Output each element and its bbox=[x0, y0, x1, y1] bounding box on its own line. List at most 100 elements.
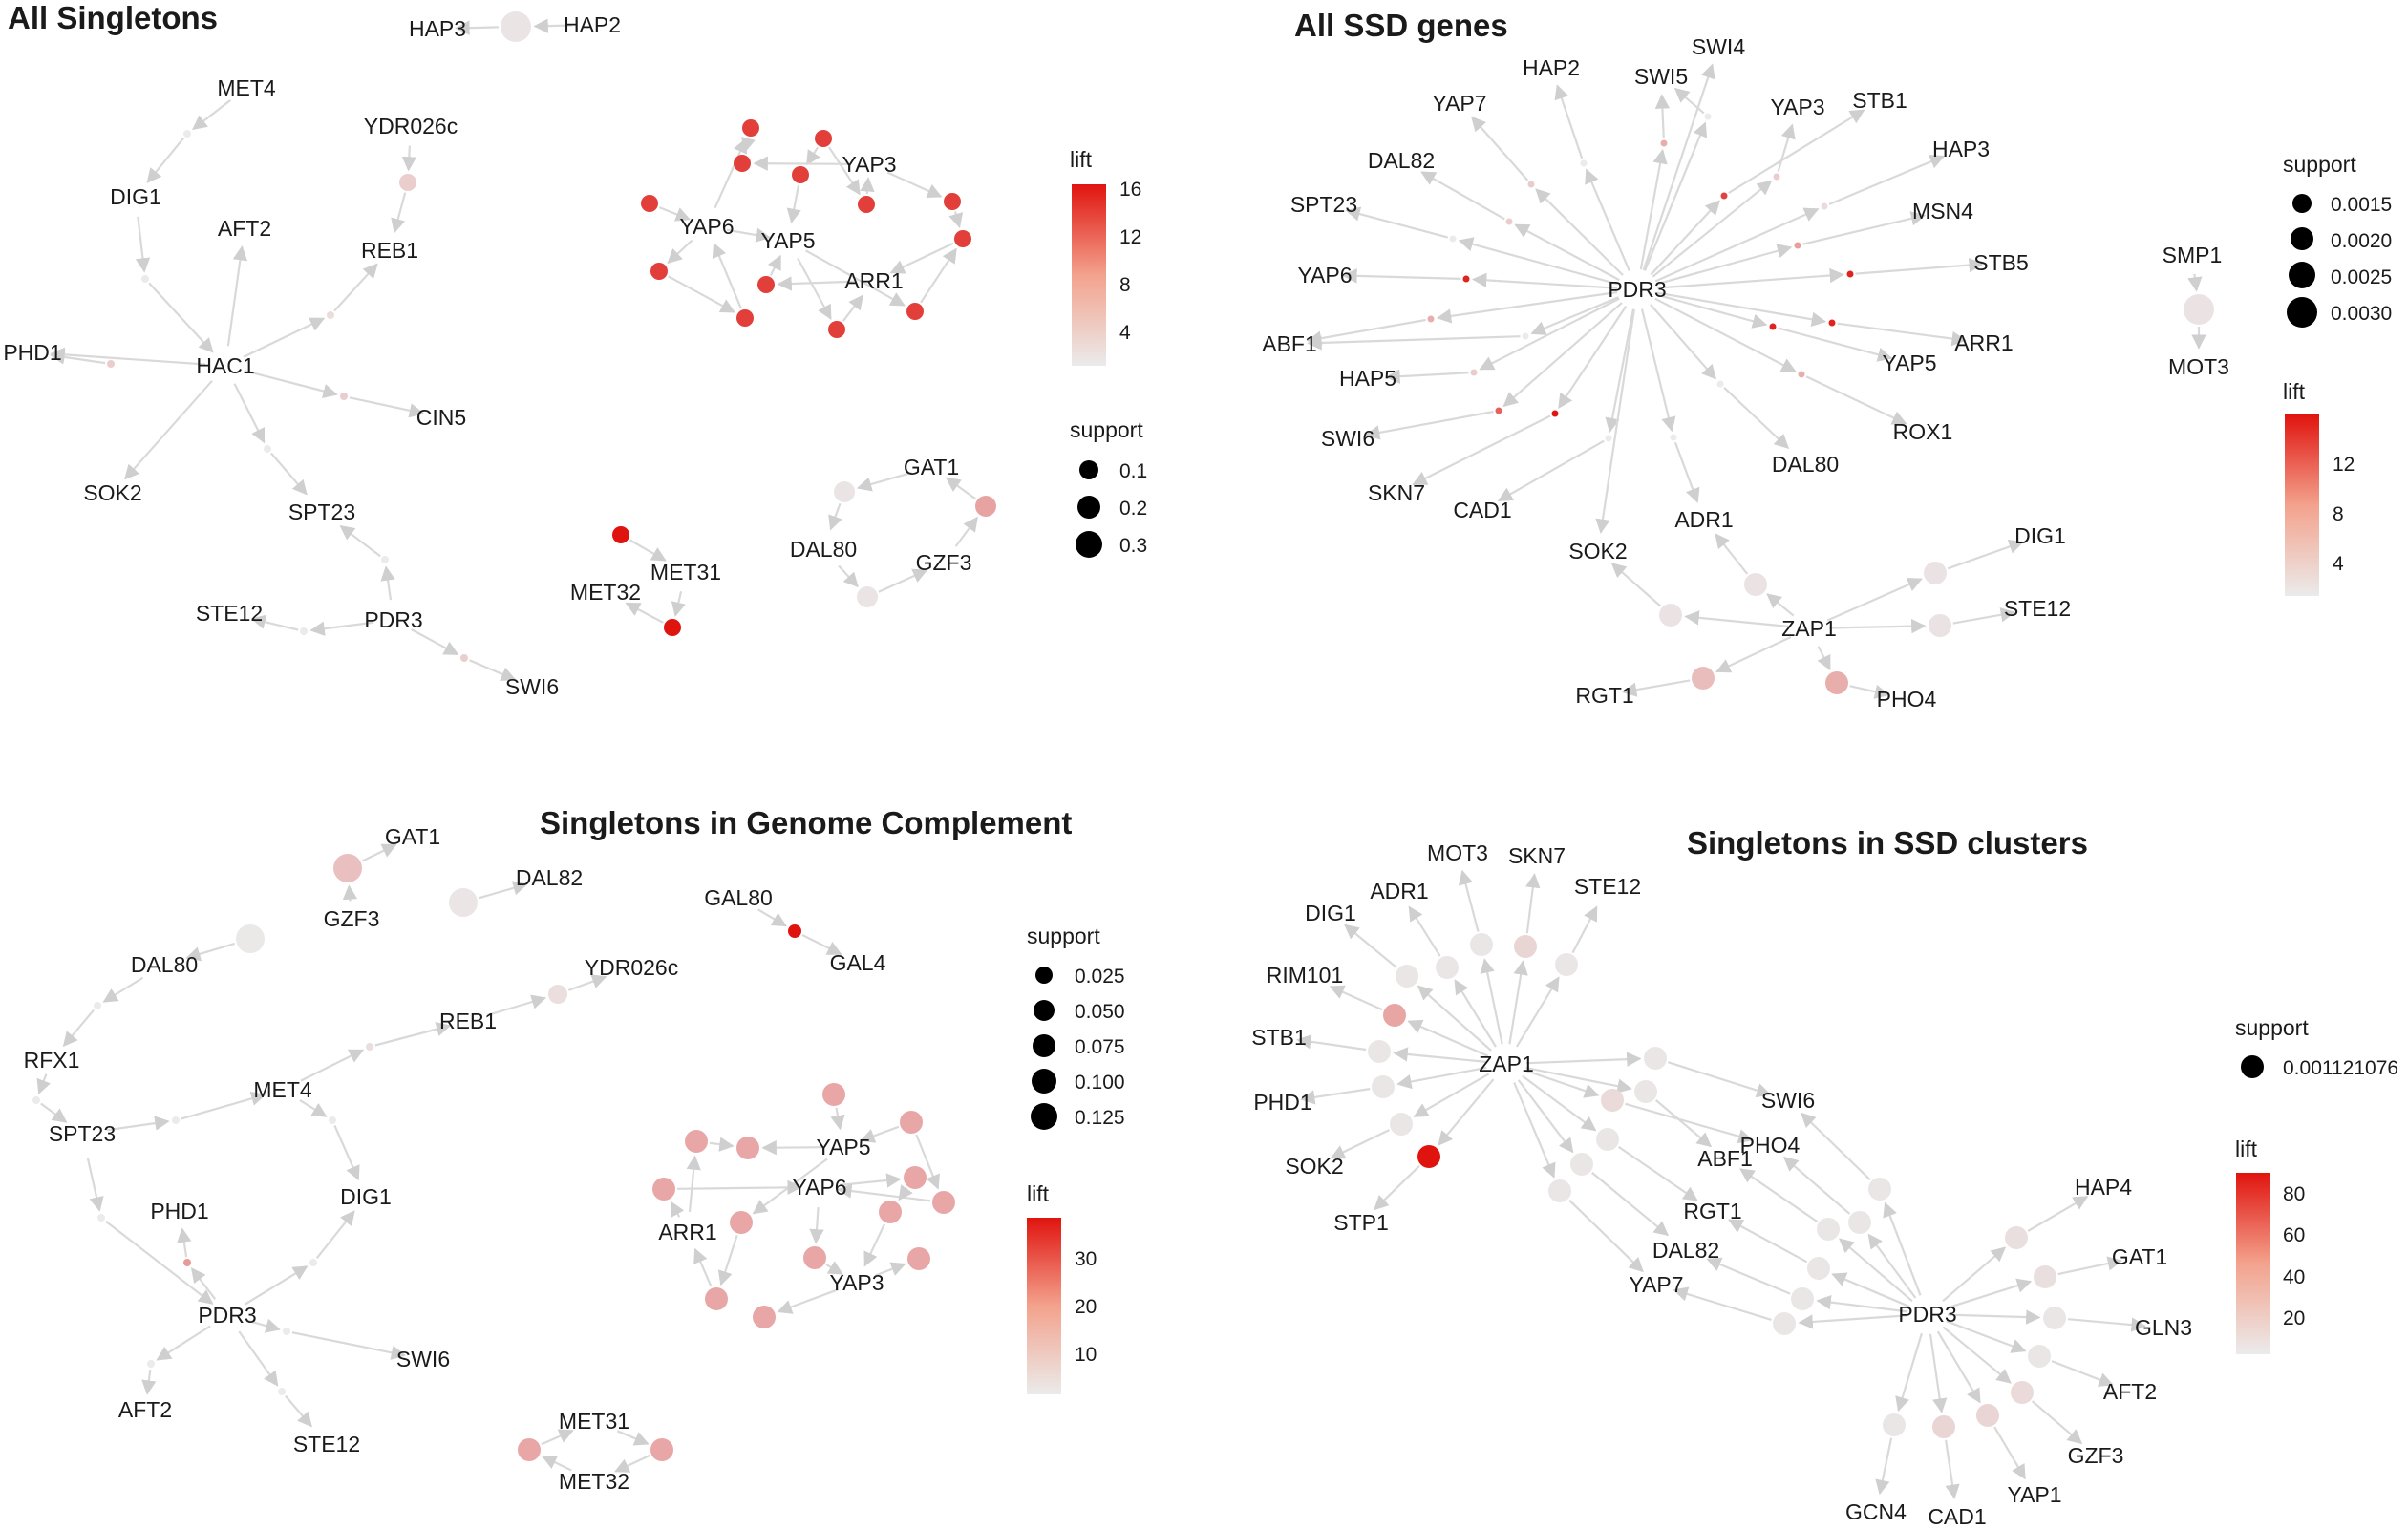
rule-node bbox=[734, 155, 751, 172]
rule-node bbox=[1596, 1128, 1619, 1151]
network-edge bbox=[1715, 533, 1749, 575]
gene-label-hap2: HAP2 bbox=[564, 12, 621, 37]
network-edge bbox=[676, 1179, 802, 1196]
gene-label-ste12: STE12 bbox=[293, 1432, 360, 1456]
network-edge bbox=[36, 1073, 51, 1094]
gene-label-yap6: YAP6 bbox=[1297, 263, 1352, 287]
network-edge bbox=[1778, 327, 1893, 362]
network-edge bbox=[2027, 1196, 2089, 1232]
gene-label-spt23: SPT23 bbox=[288, 499, 355, 524]
gene-label-phd1: PHD1 bbox=[1253, 1090, 1311, 1115]
rule-node bbox=[1417, 1145, 1440, 1168]
gene-label-stb5: STB5 bbox=[1973, 250, 2029, 275]
network-edge bbox=[1875, 1437, 1893, 1496]
network-edge bbox=[825, 1261, 843, 1275]
lift-tick: 80 bbox=[2283, 1183, 2305, 1205]
rule-node bbox=[1436, 956, 1459, 979]
network-edge bbox=[1828, 154, 1946, 205]
rule-node bbox=[1848, 1211, 1871, 1234]
network-edge bbox=[1642, 63, 1715, 271]
gene-label-adr1: ADR1 bbox=[1674, 507, 1733, 532]
network-edge bbox=[1805, 375, 1907, 425]
rule-node bbox=[828, 321, 845, 338]
rule-node bbox=[1470, 369, 1478, 376]
gene-label-dal80: DAL80 bbox=[131, 952, 198, 977]
support-key-label: 0.125 bbox=[1075, 1107, 1125, 1129]
network-edge bbox=[1454, 979, 1497, 1048]
rule-node bbox=[1817, 1218, 1840, 1241]
rule-node bbox=[236, 924, 265, 953]
rule-node bbox=[94, 1002, 101, 1009]
network-edge bbox=[1728, 1219, 1808, 1264]
support-key-label: 0.3 bbox=[1119, 535, 1147, 557]
network-edge bbox=[1554, 84, 1584, 159]
gene-label-skn7: SKN7 bbox=[1508, 843, 1566, 868]
rule-node bbox=[2005, 1226, 2028, 1249]
network-edge bbox=[1895, 1332, 1923, 1413]
network-edge bbox=[1595, 308, 1635, 534]
network-edge bbox=[339, 524, 381, 558]
network-edge bbox=[105, 1220, 214, 1305]
support-key-circle bbox=[1035, 967, 1053, 984]
network-edge bbox=[1530, 296, 1619, 335]
lift-colorbar bbox=[1027, 1218, 1061, 1394]
gene-label-gcn4: GCN4 bbox=[1845, 1499, 1907, 1524]
legend-panel-1: lift 16 12 8 4 support 0.1 0.2 0.3 bbox=[1070, 147, 1147, 558]
support-legend-title: support bbox=[1027, 924, 1100, 948]
network-edge bbox=[1617, 1145, 1698, 1201]
network-edge bbox=[1650, 304, 1717, 380]
rule-node bbox=[652, 1178, 675, 1201]
network-edge bbox=[333, 263, 378, 312]
rule-node bbox=[2043, 1307, 2066, 1329]
support-key-circle bbox=[1077, 496, 1100, 519]
rule-node bbox=[705, 1287, 728, 1310]
network-edge bbox=[1300, 1088, 1371, 1105]
gene-label-zap1: ZAP1 bbox=[1781, 616, 1837, 641]
gene-label-yap5: YAP5 bbox=[760, 228, 815, 253]
network-edge bbox=[349, 396, 425, 418]
gene-label-aft2: AFT2 bbox=[118, 1397, 172, 1422]
network-edge bbox=[1436, 290, 1618, 324]
network-edge bbox=[1667, 1061, 1772, 1098]
network-edge bbox=[1497, 439, 1605, 502]
gene-label-dig1: DIG1 bbox=[2014, 523, 2066, 548]
network-edge bbox=[2051, 1360, 2114, 1387]
lift-tick: 30 bbox=[1075, 1248, 1097, 1270]
support-legend-title: support bbox=[1070, 417, 1143, 442]
network-edge bbox=[1522, 1074, 1597, 1132]
network-edge bbox=[478, 881, 528, 900]
network-edge bbox=[243, 317, 326, 358]
network-edge bbox=[106, 1116, 170, 1132]
rule-node bbox=[1868, 1178, 1891, 1201]
rule-node bbox=[1522, 332, 1529, 340]
support-key-label: 0.0020 bbox=[2331, 230, 2392, 252]
rule-node bbox=[283, 1328, 290, 1335]
rule-node bbox=[1368, 1040, 1391, 1063]
gene-label-cad1: CAD1 bbox=[1453, 498, 1511, 522]
rule-node bbox=[1555, 953, 1578, 976]
gene-label-aft2: AFT2 bbox=[2103, 1379, 2157, 1404]
network-edge bbox=[1640, 308, 1676, 433]
network-edge bbox=[185, 942, 236, 962]
network-edge bbox=[1329, 985, 1383, 1011]
network-edge bbox=[1585, 168, 1630, 272]
rule-node bbox=[664, 619, 681, 636]
lift-tick: 12 bbox=[1119, 226, 1141, 248]
rule-node bbox=[1601, 1089, 1624, 1112]
network-edge bbox=[753, 156, 849, 171]
network-edge bbox=[315, 1210, 355, 1259]
gene-label-pdr3: PDR3 bbox=[1608, 277, 1666, 302]
network-edge bbox=[1656, 293, 1768, 329]
network-edge bbox=[1855, 257, 1984, 275]
lift-colorbar bbox=[1072, 184, 1106, 366]
rule-node bbox=[803, 1246, 826, 1269]
rule-node bbox=[900, 1111, 923, 1134]
network-edge bbox=[1374, 1165, 1420, 1211]
network-edge bbox=[1684, 610, 1790, 628]
network-edge bbox=[1739, 1168, 1819, 1223]
support-key-label: 0.025 bbox=[1075, 966, 1125, 988]
rule-node bbox=[309, 1259, 317, 1266]
support-key-label: 0.2 bbox=[1119, 498, 1147, 520]
network-edge bbox=[670, 1201, 685, 1218]
network-edge bbox=[1514, 223, 1620, 282]
